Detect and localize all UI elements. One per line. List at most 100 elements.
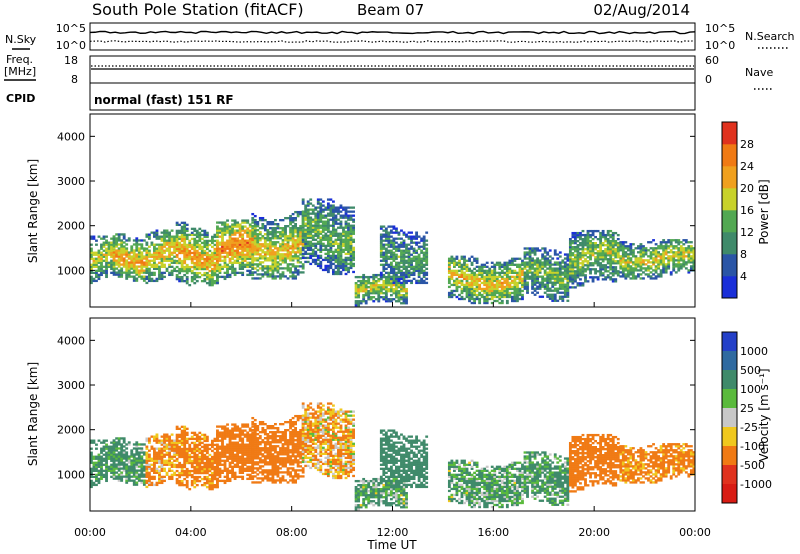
power-cell bbox=[205, 275, 209, 279]
power-cell bbox=[483, 263, 487, 266]
power-cell bbox=[543, 273, 547, 276]
power-cell bbox=[266, 239, 270, 242]
power-cell bbox=[223, 259, 227, 262]
power-cell bbox=[289, 216, 292, 220]
power-cell bbox=[349, 232, 353, 235]
power-cell bbox=[284, 237, 287, 240]
power-cell bbox=[596, 244, 600, 247]
power-cell bbox=[407, 275, 411, 279]
velocity-cell bbox=[160, 447, 164, 450]
power-cell bbox=[687, 271, 691, 274]
velocity-cell bbox=[145, 445, 149, 448]
power-cell bbox=[276, 271, 280, 274]
velocity-cell bbox=[165, 433, 169, 436]
power-cell bbox=[518, 271, 522, 275]
power-cell bbox=[218, 257, 222, 260]
power-cell bbox=[268, 253, 272, 256]
velocity-cell bbox=[90, 471, 93, 474]
power-cell bbox=[556, 287, 560, 290]
power-cell bbox=[516, 275, 519, 279]
power-cell bbox=[470, 301, 474, 305]
power-cell bbox=[198, 233, 202, 237]
power-cell bbox=[221, 223, 224, 226]
power-cell bbox=[352, 206, 355, 209]
power-cell bbox=[168, 263, 171, 266]
power-cell bbox=[510, 279, 514, 283]
power-cell bbox=[533, 271, 537, 274]
power-cell bbox=[387, 298, 391, 301]
power-cell bbox=[367, 279, 371, 283]
power-cell bbox=[309, 228, 313, 231]
power-cell bbox=[281, 259, 285, 262]
power-cell bbox=[183, 245, 187, 249]
power-cell bbox=[374, 283, 378, 287]
velocity-cell bbox=[153, 447, 156, 450]
power-cell bbox=[425, 239, 429, 242]
power-cell bbox=[165, 241, 169, 244]
power-cell bbox=[117, 263, 121, 266]
power-cell bbox=[347, 228, 350, 231]
power-cell bbox=[170, 253, 174, 256]
power-cell bbox=[233, 249, 237, 252]
power-cell bbox=[195, 239, 199, 243]
power-cell bbox=[304, 218, 308, 221]
power-cell bbox=[609, 272, 613, 275]
power-cell bbox=[536, 267, 540, 270]
power-cell bbox=[473, 267, 476, 270]
power-cell bbox=[266, 257, 270, 260]
power-cell bbox=[405, 255, 408, 258]
power-cell bbox=[475, 269, 479, 273]
power-cell bbox=[662, 257, 666, 260]
power-cell bbox=[271, 267, 275, 270]
power-cell bbox=[417, 255, 421, 258]
power-cell bbox=[238, 243, 242, 246]
velocity-cell bbox=[107, 467, 111, 470]
power-cell bbox=[402, 288, 406, 291]
power-cell bbox=[311, 204, 315, 207]
power-cell bbox=[183, 241, 187, 245]
power-cell bbox=[495, 287, 499, 291]
power-cell bbox=[649, 265, 653, 268]
power-cell bbox=[326, 252, 330, 256]
power-cell bbox=[342, 226, 345, 229]
power-cell bbox=[314, 258, 318, 262]
power-cell bbox=[238, 233, 242, 236]
power-cell bbox=[97, 235, 101, 238]
power-cell bbox=[367, 290, 371, 293]
power-cell bbox=[261, 245, 265, 248]
power-cell bbox=[218, 231, 222, 234]
velocity-cell bbox=[163, 435, 166, 438]
power-cell bbox=[266, 269, 270, 272]
power-cell bbox=[211, 263, 214, 267]
power-cell bbox=[478, 265, 482, 268]
power-cell bbox=[324, 226, 328, 229]
power-cell bbox=[205, 245, 209, 249]
velocity-cell bbox=[158, 465, 161, 468]
power-cell bbox=[687, 253, 691, 256]
power-cell bbox=[253, 220, 257, 224]
power-cell bbox=[500, 291, 504, 295]
velocity-cell bbox=[153, 483, 156, 487]
power-cell bbox=[687, 245, 691, 248]
power-cell bbox=[657, 251, 661, 254]
power-cell bbox=[279, 257, 282, 260]
power-cell bbox=[599, 248, 603, 251]
power-cell bbox=[289, 220, 292, 224]
power-cell bbox=[473, 279, 476, 283]
velocity-cell bbox=[120, 443, 124, 446]
power-cell bbox=[268, 239, 272, 242]
power-cell bbox=[236, 253, 240, 256]
power-cell bbox=[168, 239, 171, 242]
power-cell bbox=[112, 263, 116, 266]
power-cell bbox=[112, 235, 116, 238]
power-cell bbox=[198, 275, 202, 279]
velocity-cell bbox=[165, 461, 169, 464]
power-cell bbox=[294, 251, 298, 254]
power-cell bbox=[677, 269, 681, 272]
power-cell bbox=[140, 269, 144, 272]
power-cell bbox=[352, 214, 355, 217]
power-cell bbox=[316, 210, 320, 213]
power-cell bbox=[493, 277, 497, 281]
velocity-cell bbox=[117, 443, 121, 446]
power-cell bbox=[329, 264, 333, 268]
